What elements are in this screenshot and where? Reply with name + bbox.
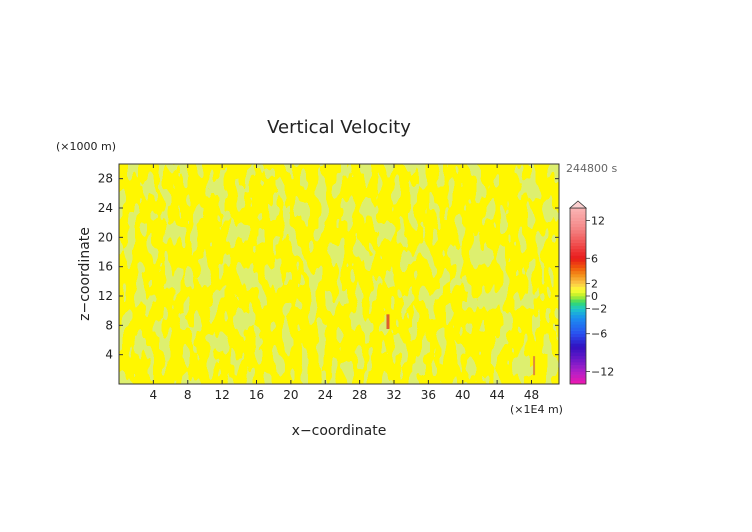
x-tick-label: 44 <box>489 388 504 402</box>
colorbar-cell <box>570 277 586 281</box>
colorbar-cell <box>570 374 586 379</box>
colorbar-cell <box>570 377 586 382</box>
x-tick-label: 40 <box>455 388 470 402</box>
colorbar-cell <box>570 330 586 335</box>
plot-frame <box>118 163 560 385</box>
colorbar-cell <box>570 261 586 265</box>
colorbar-cell <box>570 343 586 347</box>
y-axis-label: z−coordinate <box>77 227 93 321</box>
colorbar-cell <box>570 211 586 215</box>
colorbar-cell <box>570 368 586 372</box>
y-tick-label: 8 <box>105 318 113 332</box>
colorbar-cell <box>570 239 586 243</box>
colorbar-cell <box>570 255 586 259</box>
time-label: 244800 s <box>566 162 617 175</box>
colorbar-cell <box>570 248 586 253</box>
colorbar-cell <box>570 289 586 294</box>
colorbar-tick-label: 6 <box>591 252 598 265</box>
colorbar-cell <box>570 336 586 341</box>
colorbar-cell <box>570 358 586 363</box>
x-tick-label: 4 <box>150 388 158 402</box>
colorbar-tick-label: −2 <box>591 303 607 316</box>
colorbar-cell <box>570 327 586 331</box>
x-axis-unit: (×1E4 m) <box>510 403 563 416</box>
y-tick-label: 28 <box>98 172 113 186</box>
y-tick-label: 16 <box>98 260 113 274</box>
colorbar-cell <box>570 324 586 328</box>
colorbar-cell <box>570 214 586 218</box>
colorbar-cell <box>570 270 586 275</box>
colorbar-cell <box>570 380 586 385</box>
colorbar-cell <box>570 220 586 225</box>
colorbar-cell <box>570 305 586 309</box>
colorbar-tick-label: −6 <box>591 328 607 341</box>
x-tick-label: 28 <box>352 388 367 402</box>
field-streak <box>386 314 390 329</box>
colorbar-cell <box>570 223 586 228</box>
y-tick-label: 24 <box>98 201 113 215</box>
colorbar-cell <box>570 340 586 344</box>
colorbar-cell <box>570 245 586 250</box>
colorbar-extend-arrow <box>568 200 588 209</box>
x-tick-label: 48 <box>524 388 539 402</box>
colorbar-tick-label: 0 <box>591 290 598 303</box>
colorbar-cell <box>570 252 586 256</box>
colorbar-tick-label: −12 <box>591 365 614 378</box>
colorbar-cell <box>570 318 586 322</box>
chart-title: Vertical Velocity <box>267 117 411 138</box>
colorbar-cell <box>570 308 586 313</box>
colorbar-cell <box>570 299 586 303</box>
x-tick-label: 8 <box>184 388 192 402</box>
y-tick-label: 4 <box>105 348 113 362</box>
y-axis-unit: (×1000 m) <box>56 140 116 153</box>
colorbar-cell <box>570 283 586 287</box>
colorbar-cell <box>570 349 586 353</box>
colorbar-cell <box>570 333 586 338</box>
x-axis-label: x−coordinate <box>292 423 387 439</box>
colorbar-cell <box>570 292 586 297</box>
colorbar: 12 6 20−2 −6 −12 <box>568 200 614 385</box>
colorbar-cell <box>570 217 586 221</box>
colorbar-cell <box>570 346 586 350</box>
colorbar-tick-label: 12 <box>591 215 605 228</box>
velocity-field <box>119 164 559 384</box>
colorbar-cell <box>570 226 586 231</box>
colorbar-cell <box>570 355 586 360</box>
colorbar-cell <box>570 233 586 237</box>
colorbar-cell <box>570 371 586 375</box>
colorbar-cell <box>570 314 586 319</box>
colorbar-cell <box>570 321 586 325</box>
x-tick-label: 24 <box>318 388 333 402</box>
y-tick-label: 12 <box>98 289 113 303</box>
colorbar-cell <box>570 236 586 240</box>
colorbar-cell <box>570 362 586 366</box>
colorbar-cell <box>570 242 586 247</box>
colorbar-cell <box>570 286 586 291</box>
colorbar-cell <box>570 208 586 212</box>
x-tick-label: 20 <box>283 388 298 402</box>
colorbar-cell <box>570 365 586 369</box>
field-streak <box>533 356 536 376</box>
x-tick-label: 16 <box>249 388 264 402</box>
colorbar-cell <box>570 264 586 269</box>
y-tick-label: 20 <box>98 230 113 244</box>
x-tick-label: 12 <box>214 388 229 402</box>
colorbar-cell <box>570 258 586 262</box>
colorbar-cell <box>570 274 586 278</box>
colorbar-cell <box>570 296 586 300</box>
x-tick-label: 32 <box>386 388 401 402</box>
colorbar-cell <box>570 267 586 272</box>
x-tick-label: 36 <box>421 388 436 402</box>
colorbar-cell <box>570 311 586 316</box>
colorbar-cell <box>570 302 586 306</box>
colorbar-tick-label: 2 <box>591 277 598 290</box>
colorbar-cell <box>570 352 586 357</box>
colorbar-cell <box>570 230 586 234</box>
colorbar-cell <box>570 280 586 284</box>
